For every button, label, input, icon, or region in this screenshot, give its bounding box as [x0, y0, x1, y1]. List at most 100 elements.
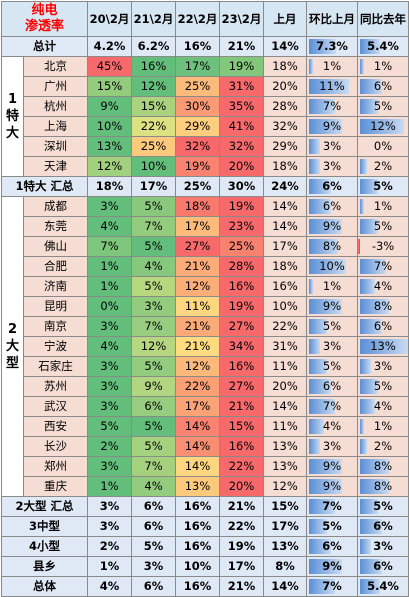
other-row-1-mom: 6%	[306, 536, 359, 557]
yoy: 13%	[357, 336, 409, 357]
group2-summary-row: 2大型 汇总 3% 6% 16% 21% 15% 7% 5%	[0, 496, 409, 517]
heat-cell: 5%	[131, 416, 177, 437]
yoy-wrap: 2%	[359, 438, 408, 456]
group1-summary-row-mom: 6%	[306, 176, 359, 197]
mom-value: 1%	[322, 59, 342, 73]
group2-summary-row-label: 2大型 汇总	[0, 496, 89, 517]
mom: 5%	[306, 356, 359, 377]
last-month-cell: 17%	[263, 236, 308, 257]
mom-wrap: 8%	[308, 238, 357, 256]
table-row: 佛山 7% 5% 27% 25% 17% 8% -3%	[2, 236, 409, 257]
other-row-1-yoy-value: 3%	[373, 539, 393, 553]
table-row: 重庆 1% 4% 13% 20% 12% 9% 8%	[2, 476, 409, 497]
yoy-bar	[360, 439, 368, 454]
yoy-value: 2%	[373, 159, 393, 173]
grand-total-row-mom-value: 7%	[322, 579, 342, 593]
heat-cell: 5%	[131, 196, 177, 217]
mom-value: 9%	[322, 119, 342, 133]
yoy-value: 1%	[373, 59, 393, 73]
yoy-value: 12%	[370, 119, 396, 133]
heat-cell: 21%	[175, 336, 221, 357]
last-month-cell: 18%	[263, 56, 308, 77]
group1-summary-row-yoy: 5%	[357, 176, 409, 197]
city-name: 北京	[22, 56, 89, 77]
last-month-cell: 11%	[263, 356, 308, 377]
mom-wrap: 9%	[308, 478, 357, 496]
total-row-val-1: 6.2%	[131, 36, 177, 57]
group1-summary-row-yoy-value: 5%	[373, 179, 393, 193]
mom-value: 7%	[322, 399, 342, 413]
yoy-wrap: 8%	[359, 298, 408, 316]
other-row-1-val-2: 16%	[175, 536, 221, 557]
yoy-value: 8%	[373, 299, 393, 313]
heat-cell: 25%	[131, 136, 177, 157]
yoy: 2%	[357, 436, 409, 457]
total-row-yoy-bar	[360, 39, 380, 54]
yoy-bar	[360, 159, 368, 174]
yoy-value: 3%	[373, 359, 393, 373]
table-row: 1特大 北京 45% 16% 17% 19% 18% 1% 1%	[1, 56, 409, 177]
yoy-wrap: 5%	[359, 378, 408, 396]
yoy-bar	[360, 479, 390, 494]
table-row: 上海 10% 22% 29% 41% 32% 9% 12%	[2, 116, 409, 137]
last-month-cell: 31%	[263, 336, 308, 357]
total-row-mom-value: 7.3%	[316, 39, 348, 53]
total-row-mom-wrap: 7.3%	[308, 38, 357, 56]
last-month-cell: 14%	[263, 216, 308, 237]
mom-wrap: 10%	[308, 258, 357, 276]
yoy-wrap: 5%	[359, 218, 408, 236]
grand-total-row-mom-wrap: 7%	[308, 578, 357, 596]
heat-cell: 17%	[175, 396, 221, 417]
heat-cell: 5%	[131, 276, 177, 297]
grand-total-row-yoy-value: 5.4%	[367, 579, 399, 593]
total-row-val-0: 4.2%	[87, 36, 133, 57]
header-col-4: 上月	[263, 1, 308, 37]
table-row: 苏州 3% 9% 22% 27% 20% 6% 5%	[2, 376, 409, 397]
other-row-1-mom-bar	[309, 539, 331, 554]
heat-cell: 13%	[87, 136, 133, 157]
group2-summary-row-yoy-bar	[360, 499, 379, 514]
heat-cell: 22%	[175, 376, 221, 397]
grand-total-row-val-3: 21%	[219, 576, 265, 597]
mom-value: 5%	[322, 359, 342, 373]
other-row-1-label: 4小型	[0, 536, 89, 557]
other-row-1-yoy: 3%	[357, 536, 409, 557]
last-month-cell: 13%	[263, 456, 308, 477]
yoy-value: 4%	[373, 399, 393, 413]
mom-bar	[309, 459, 342, 474]
other-row-2-label: 县乡	[0, 556, 89, 577]
heat-cell: 25%	[219, 236, 265, 257]
table-row: 济南 1% 5% 12% 16% 16% 1% 4%	[2, 276, 409, 297]
heat-cell: 34%	[219, 336, 265, 357]
city-name: 石家庄	[22, 356, 89, 377]
header-col-0: 20\2月	[87, 1, 133, 37]
heat-cell: 17%	[175, 216, 221, 237]
other-row-0-val-4: 17%	[263, 516, 308, 537]
city-name: 东莞	[22, 216, 89, 237]
other-row-1-yoy-wrap: 3%	[359, 538, 408, 556]
city-name: 长沙	[22, 436, 89, 457]
heat-cell: 5%	[131, 356, 177, 377]
header-col-1: 21\2月	[131, 1, 177, 37]
other-row-2-val-3: 17%	[219, 556, 265, 577]
yoy: 0%	[357, 136, 409, 157]
total-row-val-4: 14%	[263, 36, 308, 57]
city-name: 济南	[22, 276, 89, 297]
yoy-bar	[360, 399, 375, 414]
yoy-value: 6%	[373, 319, 393, 333]
mom-wrap: 3%	[308, 438, 357, 456]
mom-bar	[309, 399, 335, 414]
other-row-1-val-0: 2%	[87, 536, 133, 557]
group2-summary-row-mom-wrap: 7%	[308, 498, 357, 516]
mom: 5%	[306, 316, 359, 337]
heat-cell: 16%	[219, 436, 265, 457]
mom-bar	[309, 79, 350, 94]
other-row-0-yoy: 6%	[357, 516, 409, 537]
heat-cell: 35%	[219, 96, 265, 117]
other-row-2-yoy-bar	[360, 559, 382, 574]
other-row-2-mom: 9%	[306, 556, 359, 577]
yoy-bar	[360, 319, 382, 334]
mom-bar	[309, 479, 342, 494]
table-row: 宁波 4% 12% 21% 34% 31% 3% 13%	[2, 336, 409, 357]
table-row: 郑州 3% 7% 14% 22% 13% 9% 8%	[2, 456, 409, 477]
